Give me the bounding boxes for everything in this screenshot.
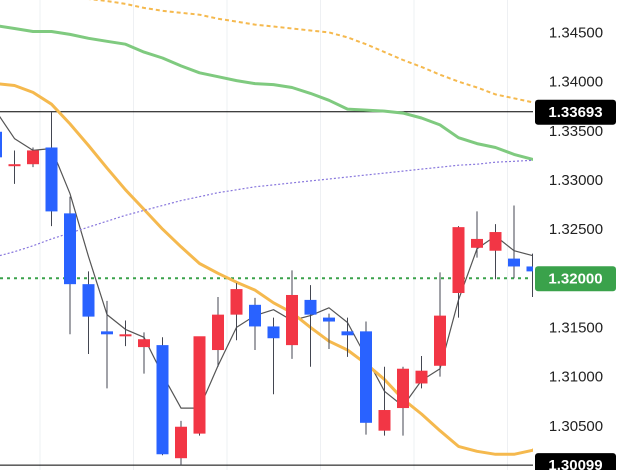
candle-body bbox=[156, 345, 169, 455]
candle-body bbox=[175, 426, 187, 459]
candle-body bbox=[360, 331, 372, 423]
price-axis: 1.34500 1.34000 1.33500 1.33000 1.32500 1.320… bbox=[533, 0, 619, 470]
candle-body bbox=[323, 317, 335, 322]
price-badges: 1.33693 1.32000 1.30099 bbox=[535, 99, 616, 470]
candle-body bbox=[267, 326, 280, 339]
candle-body bbox=[193, 336, 206, 434]
candle-body bbox=[0, 131, 2, 158]
candle-body bbox=[64, 213, 76, 285]
indicator-line bbox=[0, 82, 552, 456]
candle-body bbox=[27, 150, 39, 165]
y-tick-label: 1.34000 bbox=[549, 74, 603, 91]
candle-body bbox=[45, 147, 58, 212]
price-axis-background bbox=[533, 0, 619, 470]
price-badge-label: 1.33693 bbox=[548, 104, 602, 121]
candle-body bbox=[378, 410, 391, 431]
candle-body bbox=[82, 284, 95, 317]
price-badge-label: 1.32000 bbox=[548, 270, 602, 287]
price-badge bbox=[535, 453, 616, 470]
candle-body bbox=[434, 315, 446, 366]
candle-body bbox=[471, 238, 483, 248]
candle-body bbox=[341, 331, 354, 336]
candle-body bbox=[304, 299, 317, 315]
candle-body bbox=[397, 368, 409, 409]
y-tick-label: 1.31500 bbox=[549, 319, 603, 336]
indicator-line bbox=[0, 24, 552, 164]
candle-body bbox=[249, 304, 261, 327]
candle-body bbox=[508, 258, 520, 267]
indicator-lines bbox=[0, 0, 552, 456]
candle-body bbox=[489, 232, 502, 251]
candle-body bbox=[526, 266, 539, 272]
y-tick-label: 1.34500 bbox=[549, 24, 603, 41]
price-badge bbox=[535, 266, 616, 292]
candle-body bbox=[101, 331, 113, 335]
y-tick-label: 1.33500 bbox=[549, 123, 603, 140]
candle-body bbox=[119, 334, 132, 337]
y-tick-label: 1.32500 bbox=[549, 221, 603, 238]
candle-body bbox=[415, 370, 428, 384]
indicator-line bbox=[0, 158, 552, 257]
price-badge-label: 1.30099 bbox=[548, 457, 602, 470]
candle-body bbox=[8, 164, 21, 167]
candle-body bbox=[452, 227, 465, 294]
candle-body bbox=[212, 314, 224, 351]
y-tick-label: 1.33000 bbox=[549, 172, 603, 189]
candles bbox=[0, 112, 539, 466]
y-tick-label: 1.30500 bbox=[549, 418, 603, 435]
y-tick-label: 1.31000 bbox=[549, 369, 603, 386]
candle-body bbox=[230, 289, 243, 315]
candle-body bbox=[286, 294, 298, 346]
price-badge bbox=[535, 99, 616, 125]
reference-lines bbox=[0, 111, 533, 466]
candle-body bbox=[138, 339, 150, 348]
